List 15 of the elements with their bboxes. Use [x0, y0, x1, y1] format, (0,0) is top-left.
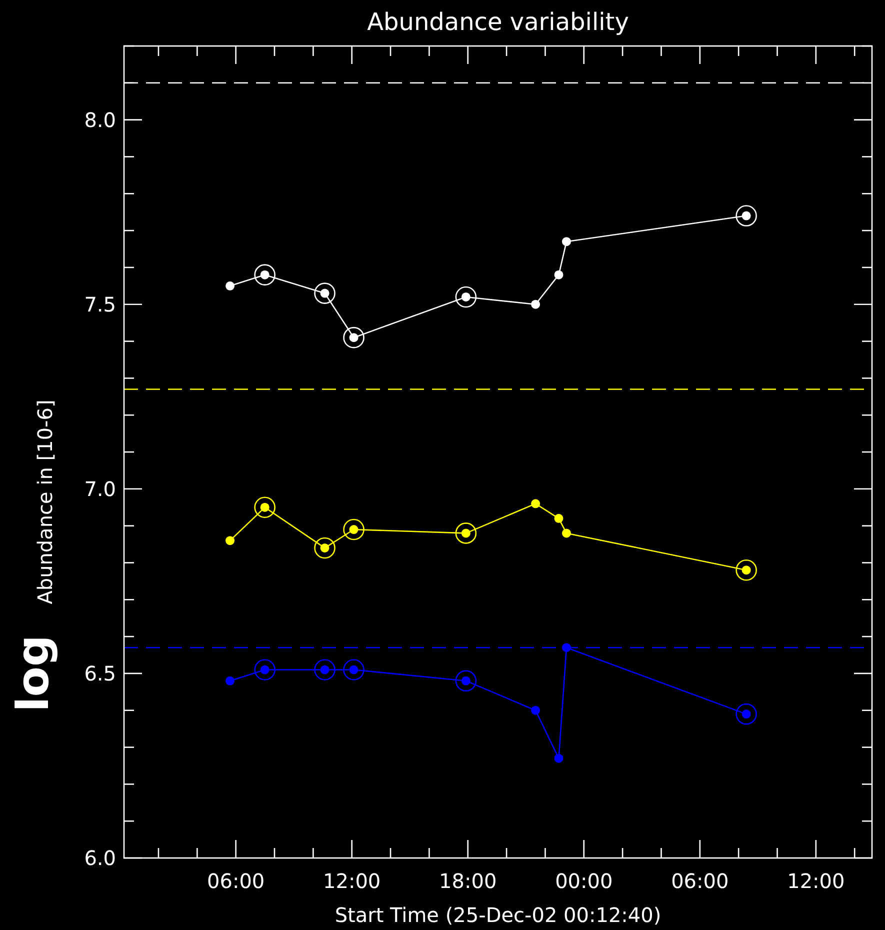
y-tick-label: 6.5 [84, 661, 116, 686]
x-axis-title: Start Time (25-Dec-02 00:12:40) [334, 903, 662, 927]
y-tick-label: 8.0 [84, 108, 116, 132]
y-tick-label: 6.0 [84, 846, 116, 870]
x-tick-label: 00:00 [555, 869, 613, 893]
x-tick-label: 12:00 [323, 869, 381, 893]
y-axis-title: Abundance in [10-6] [33, 400, 57, 604]
y-tick-label: 7.0 [84, 476, 116, 501]
y-tick-label: 7.5 [84, 292, 116, 316]
x-tick-label: 06:00 [671, 869, 729, 893]
text: log [8, 635, 59, 712]
x-tick-label: 06:00 [207, 869, 265, 893]
x-tick-label: 18:00 [439, 869, 497, 893]
x-tick-label: 12:00 [787, 869, 845, 893]
chart-title: Abundance variability [367, 8, 629, 36]
